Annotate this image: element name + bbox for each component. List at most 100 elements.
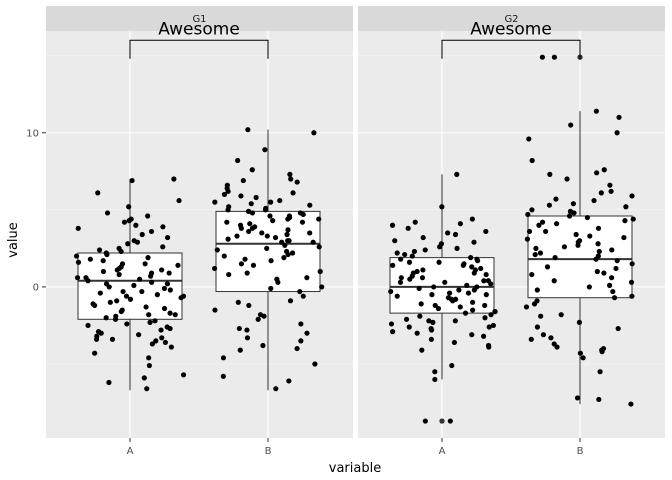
y-tick-label: 0	[33, 282, 39, 293]
data-point	[159, 335, 165, 341]
data-point	[126, 218, 132, 224]
data-point	[279, 239, 285, 245]
data-point	[272, 234, 279, 241]
data-point	[601, 167, 607, 173]
data-point	[490, 322, 496, 329]
y-axis-title: value	[6, 222, 21, 258]
data-point	[464, 282, 470, 288]
data-point	[298, 321, 304, 327]
data-point	[471, 239, 477, 245]
data-point	[114, 298, 120, 304]
data-point	[574, 395, 581, 401]
data-point	[523, 304, 530, 310]
data-point	[594, 170, 600, 176]
data-point	[546, 202, 552, 208]
data-point	[429, 292, 435, 298]
data-point	[472, 267, 479, 273]
data-point	[485, 342, 492, 349]
data-point	[608, 188, 614, 194]
data-point	[284, 231, 290, 238]
data-point	[119, 261, 126, 267]
data-point	[538, 313, 544, 319]
significance-bracket	[129, 39, 269, 59]
data-point	[483, 228, 489, 235]
data-point	[129, 177, 135, 184]
data-point	[299, 219, 306, 225]
data-point	[294, 179, 300, 185]
outlier-point	[439, 418, 445, 424]
data-point	[451, 339, 458, 346]
data-point	[248, 201, 254, 207]
data-point	[123, 293, 130, 299]
data-point	[286, 213, 293, 219]
data-point	[160, 224, 166, 230]
data-point	[419, 347, 425, 353]
data-point	[488, 312, 494, 318]
data-point	[454, 245, 460, 251]
data-point	[586, 284, 592, 290]
data-point	[143, 304, 149, 310]
data-point	[609, 247, 615, 253]
data-point	[470, 307, 476, 313]
data-point	[212, 265, 218, 272]
data-point	[554, 221, 560, 227]
data-point	[524, 236, 531, 242]
data-point	[551, 341, 557, 347]
x-tick-label: A	[439, 446, 446, 457]
data-point	[141, 375, 147, 381]
data-point	[431, 284, 437, 290]
data-point	[153, 338, 159, 344]
data-point	[614, 130, 620, 136]
data-point	[558, 312, 564, 318]
data-point	[312, 361, 318, 367]
data-point	[237, 347, 243, 353]
data-point	[420, 267, 426, 273]
data-point	[611, 295, 618, 301]
data-point	[176, 197, 182, 204]
data-point	[428, 336, 434, 342]
data-point	[597, 369, 603, 375]
data-point	[285, 227, 291, 233]
data-point	[388, 321, 395, 327]
x-axis-title: variable	[329, 461, 381, 476]
data-point	[286, 238, 292, 244]
data-point	[164, 234, 171, 241]
data-point	[226, 271, 232, 278]
data-point	[104, 210, 111, 216]
data-point	[406, 259, 413, 265]
data-point	[270, 218, 276, 224]
data-point	[148, 228, 155, 235]
data-point	[95, 329, 102, 335]
data-point	[454, 171, 460, 177]
data-point	[224, 182, 230, 188]
data-point	[100, 268, 107, 275]
data-point	[595, 225, 602, 231]
y-tick-label: 10	[26, 128, 39, 139]
data-point	[598, 190, 604, 196]
facet-strip-label: G1	[192, 14, 206, 25]
data-point	[146, 362, 152, 369]
data-point	[120, 288, 126, 295]
data-point	[148, 270, 155, 276]
data-point	[95, 190, 101, 196]
data-point	[166, 270, 172, 276]
data-point	[268, 258, 274, 264]
data-point	[478, 265, 484, 272]
significance-label: Awesome	[470, 19, 552, 39]
data-point	[469, 264, 475, 270]
data-point	[461, 261, 467, 267]
data-point	[246, 302, 252, 309]
data-point	[145, 213, 151, 219]
significance-label: Awesome	[158, 19, 240, 39]
data-point	[453, 296, 459, 302]
data-point	[75, 259, 82, 265]
data-point	[171, 176, 177, 182]
data-point	[567, 208, 574, 214]
data-point	[162, 339, 168, 346]
data-point	[242, 256, 248, 262]
data-point	[596, 248, 602, 255]
x-tick-label: B	[577, 446, 584, 457]
data-point	[158, 327, 164, 333]
